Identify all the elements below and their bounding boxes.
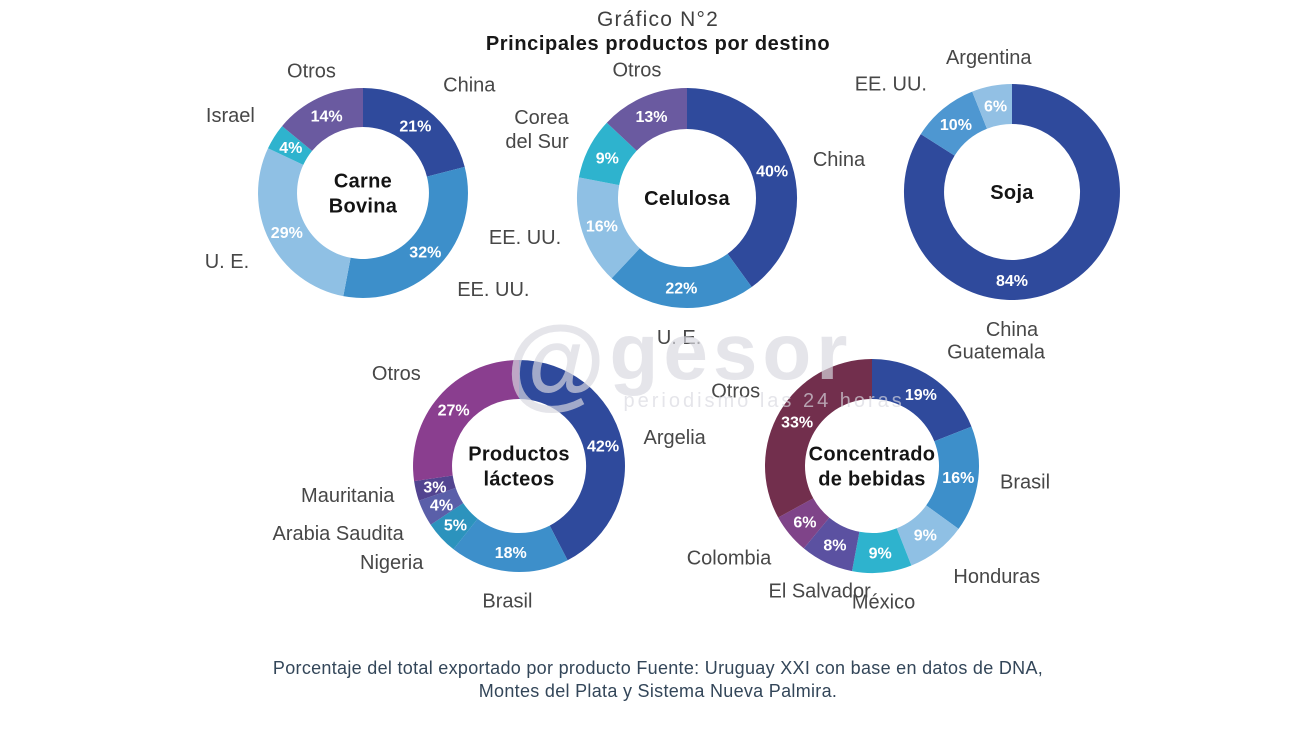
label-productos-lacteos-mauritania: Mauritania [301, 485, 395, 507]
slice-concentrado-de-bebidas-colombia [778, 498, 830, 549]
slice-soja-ee-uu [920, 91, 987, 156]
pct-concentrado-de-bebidas-el-salvador: 8% [823, 538, 846, 555]
slice-concentrado-de-bebidas-guatemala [872, 358, 972, 442]
slice-celulosa-corea-del-sur [578, 122, 637, 186]
source-note: Porcentaje del total exportado por produ… [0, 657, 1300, 703]
pct-productos-lacteos-nigeria: 5% [444, 518, 467, 535]
slice-carne-bovina-ee-uu [343, 166, 468, 298]
slice-soja-argentina [972, 84, 1012, 129]
slice-celulosa-china [687, 87, 798, 287]
slice-celulosa-ee-uu [576, 177, 640, 279]
slice-concentrado-de-bebidas-el-salvador [803, 517, 860, 572]
pct-productos-lacteos-otros: 27% [438, 402, 470, 419]
label-carne-bovina-u-e: U. E. [205, 251, 249, 273]
source-note-line-2: Montes del Plata y Sistema Nueva Palmira… [478, 681, 838, 701]
pct-carne-bovina-israel: 4% [279, 140, 302, 157]
label-soja-argentina: Argentina [946, 47, 1032, 69]
label-celulosa-otros: Otros [613, 59, 662, 81]
label-concentrado-de-bebidas-guatemala: Guatemala [947, 341, 1046, 363]
slice-celulosa-otros [606, 88, 687, 151]
pct-productos-lacteos-brasil: 18% [495, 545, 527, 562]
slice-productos-lacteos-nigeria [430, 503, 478, 550]
pct-productos-lacteos-mauritania: 3% [423, 479, 446, 496]
slice-productos-lacteos-arabia-saudita [418, 487, 464, 525]
product-name-celulosa: Celulosa [644, 188, 730, 210]
label-concentrado-de-bebidas-colombia: Colombia [687, 547, 772, 569]
label-concentrado-de-bebidas-mexico: México [852, 591, 915, 613]
pct-carne-bovina-ee-uu: 32% [409, 245, 441, 262]
label-productos-lacteos-brasil: Brasil [482, 590, 532, 612]
label-celulosa-ee-uu: EE. UU. [489, 227, 561, 249]
slice-productos-lacteos-otros [413, 360, 519, 482]
slice-productos-lacteos-argelia [519, 360, 625, 561]
label-concentrado-de-bebidas-otros: Otros [711, 380, 760, 402]
pct-celulosa-otros: 13% [635, 109, 667, 126]
slice-concentrado-de-bebidas-mexico [852, 528, 912, 573]
label-carne-bovina-otros: Otros [287, 61, 336, 83]
product-name-concentrado-de-bebidas: Concentrado de bebidas [809, 444, 936, 491]
pct-soja-china: 84% [996, 273, 1028, 290]
pct-celulosa-china: 40% [756, 163, 788, 180]
label-celulosa-china: China [813, 149, 866, 171]
label-carne-bovina-china: China [443, 74, 496, 96]
pct-celulosa-corea-del-sur: 9% [596, 150, 619, 167]
pct-concentrado-de-bebidas-otros: 33% [781, 415, 813, 432]
chart-subtitle: Principales productos por destino [485, 33, 831, 55]
slice-carne-bovina-u-e [258, 148, 351, 297]
label-carne-bovina-ee-uu: EE. UU. [457, 279, 529, 301]
label-carne-bovina-israel: Israel [206, 105, 255, 127]
label-celulosa-u-e: U. E. [657, 327, 701, 349]
pct-productos-lacteos-arabia-saudita: 4% [430, 497, 453, 514]
label-productos-lacteos-otros: Otros [372, 363, 421, 385]
label-productos-lacteos-argelia: Argelia [644, 427, 707, 449]
pct-carne-bovina-china: 21% [399, 118, 431, 135]
slice-productos-lacteos-brasil [453, 518, 568, 572]
slice-carne-bovina-israel [268, 126, 313, 165]
pct-concentrado-de-bebidas-guatemala: 19% [905, 387, 937, 404]
chart-title: Gráfico N°2 [597, 8, 719, 31]
product-name-productos-lacteos: Productos lácteos [468, 444, 570, 491]
label-concentrado-de-bebidas-brasil: Brasil [1000, 471, 1050, 493]
product-name-soja: Soja [990, 182, 1034, 204]
label-concentrado-de-bebidas-el-salvador: El Salvador [768, 580, 871, 602]
product-name-carne-bovina: Carne Bovina [329, 171, 398, 218]
slice-concentrado-de-bebidas-otros [764, 359, 872, 518]
slice-carne-bovina-otros [282, 88, 363, 151]
slice-concentrado-de-bebidas-honduras [896, 505, 959, 566]
slice-concentrado-de-bebidas-brasil [926, 426, 980, 529]
label-concentrado-de-bebidas-honduras: Honduras [953, 566, 1040, 588]
slice-carne-bovina-china [363, 88, 465, 177]
slice-productos-lacteos-mauritania [414, 475, 456, 501]
pct-carne-bovina-u-e: 29% [271, 225, 303, 242]
slice-soja-china [903, 84, 1120, 300]
pct-concentrado-de-bebidas-brasil: 16% [942, 470, 974, 487]
pct-celulosa-u-e: 22% [665, 280, 697, 297]
pct-concentrado-de-bebidas-honduras: 9% [914, 528, 937, 545]
label-soja-ee-uu: EE. UU. [855, 73, 927, 95]
pct-productos-lacteos-argelia: 42% [587, 439, 619, 456]
label-productos-lacteos-arabia-saudita: Arabia Saudita [272, 523, 404, 545]
source-note-line-1: Porcentaje del total exportado por produ… [272, 658, 1044, 678]
label-soja-china: China [986, 319, 1039, 341]
pct-concentrado-de-bebidas-mexico: 9% [869, 546, 892, 563]
pct-celulosa-ee-uu: 16% [586, 219, 618, 236]
slice-celulosa-u-e [611, 248, 752, 309]
pct-soja-argentina: 6% [984, 99, 1007, 116]
pct-concentrado-de-bebidas-colombia: 6% [793, 514, 816, 531]
pct-carne-bovina-otros: 14% [311, 109, 343, 126]
pct-soja-ee-uu: 10% [940, 117, 972, 134]
label-productos-lacteos-nigeria: Nigeria [360, 552, 424, 574]
label-celulosa-corea-del-sur: Corea del Sur [505, 107, 569, 153]
